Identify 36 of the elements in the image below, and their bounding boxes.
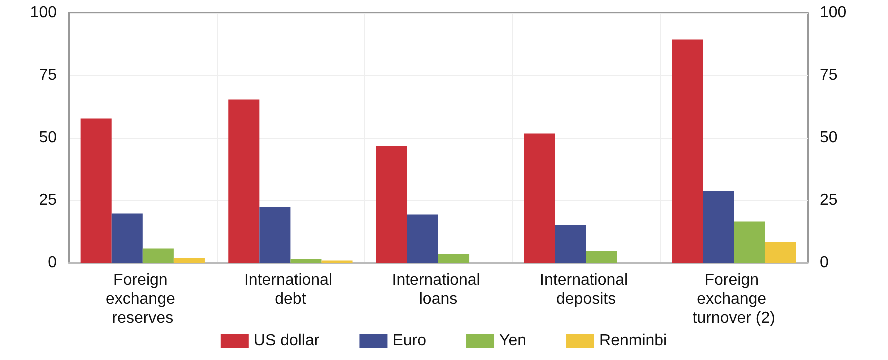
bar: [376, 146, 408, 263]
x-tick-label: Foreign exchange turnover (2): [692, 272, 776, 327]
bar: [586, 251, 618, 263]
x-tick-label: International deposits: [540, 272, 633, 308]
x-tick-label: Foreign exchange reserves: [106, 272, 180, 327]
y-tick-label: 75: [39, 67, 58, 84]
bar: [260, 207, 291, 263]
bar: [734, 222, 766, 263]
y2-tick-label: 75: [820, 67, 838, 84]
y2-tick-label: 0: [820, 254, 829, 272]
bar: [672, 40, 704, 263]
y2-tick-label: 25: [820, 192, 838, 209]
bar: [142, 248, 174, 263]
legend-label: Yen: [500, 332, 527, 350]
bar: [703, 191, 734, 263]
y-tick-label: 100: [30, 4, 58, 22]
bar: [174, 258, 205, 263]
legend-label: US dollar: [254, 332, 320, 350]
bar: [524, 134, 556, 263]
bar: [555, 225, 586, 263]
bar: [112, 214, 143, 263]
y-tick-label: 50: [39, 130, 58, 146]
y2-tick-label: 100: [820, 4, 847, 22]
bar: [290, 259, 322, 263]
y-tick-label: 0: [48, 254, 58, 272]
x-tick-label: International debt: [244, 272, 337, 308]
legend-label: Euro: [392, 332, 427, 350]
x-tick-label: International loans: [392, 272, 485, 308]
bar: [80, 118, 112, 263]
bar: [228, 100, 260, 263]
bar: [765, 242, 796, 263]
y-tick-label: 25: [39, 192, 58, 209]
y2-tick-label: 50: [820, 130, 838, 146]
bar: [407, 214, 438, 263]
bar: [438, 254, 470, 263]
legend-label: Renminbi: [600, 332, 668, 350]
